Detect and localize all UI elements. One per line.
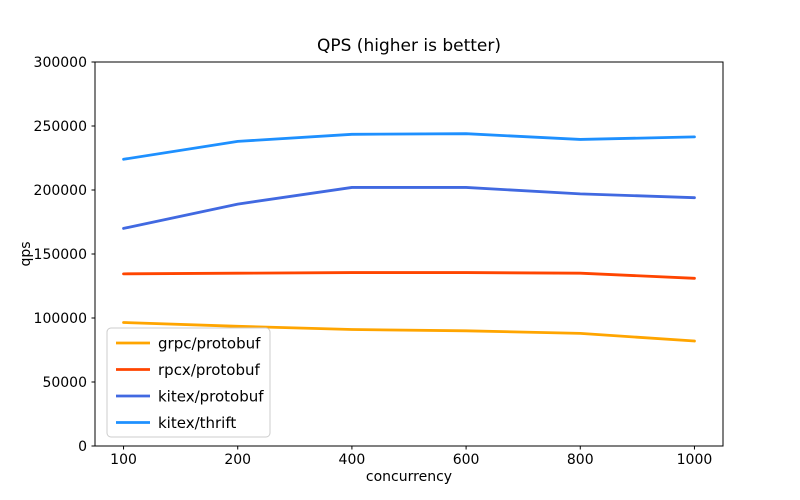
legend: grpc/protobuf rpcx/protobuf kitex/protobuf… [106,327,271,438]
series-line-kitex-thrift [122,132,696,161]
series-line-kitex-protobuf [122,186,696,230]
x-tick-label: 800 [567,452,594,468]
legend-box [106,327,271,438]
x-tick-label: 200 [224,452,251,468]
y-tick-label: 0 [78,439,87,455]
x-axis-ticks: 100 200 400 600 800 1000 [110,446,712,468]
x-axis-label: concurrency [366,469,452,485]
y-tick-label: 300000 [34,55,87,71]
y-tick-label: 100000 [34,311,87,327]
legend-item: rpcx/protobuf [116,361,260,379]
series-line-rpcx-protobuf [122,271,696,280]
series-line-grpc-protobuf [122,321,696,343]
chart-title: QPS (higher is better) [317,36,501,56]
legend-label: rpcx/protobuf [158,361,260,379]
x-tick-label: 400 [339,452,366,468]
y-tick-label: 150000 [34,247,87,263]
y-axis-ticks: 0 50000 100000 150000 200000 250000 300000 [34,55,95,455]
y-axis-label: qps [18,241,34,266]
legend-item: kitex/protobuf [116,388,264,406]
y-tick-label: 250000 [34,119,87,135]
x-tick-label: 600 [453,452,480,468]
series-lines [122,132,696,343]
legend-item: kitex/thrift [116,414,236,432]
legend-label: kitex/protobuf [158,388,264,406]
x-tick-label: 100 [110,452,137,468]
legend-label: kitex/thrift [158,414,236,432]
x-tick-label: 1000 [677,452,713,468]
y-tick-label: 200000 [34,183,87,199]
y-tick-label: 50000 [42,375,87,391]
legend-item: grpc/protobuf [116,335,261,353]
legend-label: grpc/protobuf [158,335,261,353]
